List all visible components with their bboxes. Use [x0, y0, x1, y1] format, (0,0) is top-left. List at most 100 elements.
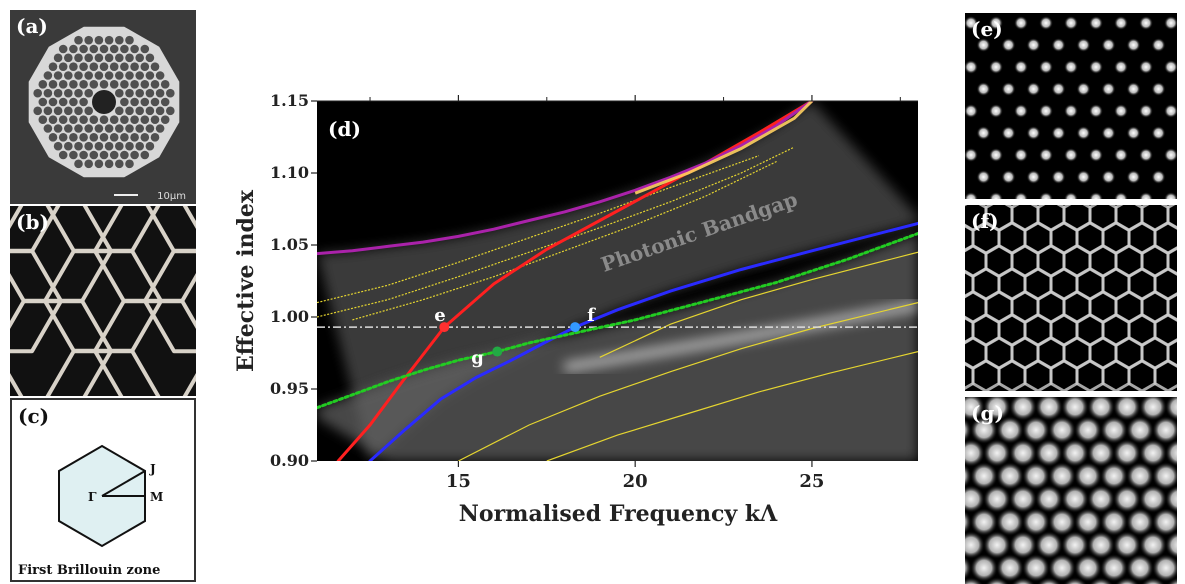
mode-ring-cell — [1166, 205, 1177, 230]
mode-ring-cell — [1153, 359, 1177, 391]
mode-spot — [1139, 485, 1167, 513]
air-hole — [109, 80, 119, 89]
panel-b-cladding-image: (b) — [10, 206, 196, 396]
mode-spot — [1062, 577, 1088, 584]
brillouin-caption: First Brillouin zone — [18, 563, 160, 578]
mode-spot — [1152, 416, 1177, 444]
air-hole — [79, 80, 88, 89]
y-tick-label: 1.10 — [270, 163, 309, 182]
air-hole — [74, 106, 83, 116]
mode-spot — [1114, 16, 1128, 30]
air-hole — [58, 97, 68, 107]
strut-cell — [10, 298, 113, 396]
mode-spot — [1026, 126, 1041, 140]
air-hole — [140, 115, 150, 124]
yellow-mode-line — [317, 155, 760, 304]
air-hole — [69, 80, 78, 89]
mode-ring-cell — [997, 359, 1027, 391]
mode-spot — [1089, 104, 1103, 118]
mode-spot — [1114, 104, 1128, 118]
air-hole — [79, 115, 88, 124]
mode-spot — [1026, 82, 1041, 96]
air-hole — [84, 35, 93, 45]
air-hole — [135, 124, 144, 133]
mode-spot — [1001, 126, 1016, 140]
air-hole — [115, 71, 124, 80]
air-hole — [53, 53, 63, 63]
x-tick-label: 20 — [623, 471, 648, 492]
air-hole — [140, 80, 150, 89]
mode-spot — [989, 104, 1003, 118]
mode-spot — [1014, 16, 1028, 30]
series-line-3 — [317, 101, 814, 256]
air-hole — [33, 106, 42, 116]
air-hole — [145, 141, 155, 151]
mode-spot — [1089, 16, 1103, 30]
mode-field-f-image — [965, 205, 1177, 391]
mode-spot — [1087, 439, 1115, 467]
mode-spot — [989, 60, 1003, 74]
mode-spot — [1074, 554, 1102, 582]
air-hole — [109, 150, 119, 160]
mode-spot — [1114, 577, 1140, 584]
mode-spot — [1139, 439, 1167, 467]
air-hole — [135, 71, 144, 80]
air-hole — [160, 97, 170, 107]
mode-spot — [989, 148, 1003, 162]
panel-b-label: (b) — [16, 210, 49, 234]
air-hole — [74, 124, 83, 133]
mode-spot — [1076, 38, 1091, 52]
air-hole — [64, 124, 73, 133]
mode-spot — [965, 60, 978, 74]
mode-spot — [983, 531, 1011, 559]
air-hole — [79, 150, 88, 160]
air-hole — [94, 141, 104, 151]
mode-spot — [996, 508, 1024, 536]
hollow-core — [92, 90, 116, 114]
mode-spot — [1176, 130, 1177, 136]
mode-point-e — [439, 322, 450, 333]
mode-spot — [1087, 485, 1115, 513]
air-hole — [69, 115, 78, 124]
air-hole — [125, 124, 134, 133]
air-hole — [94, 159, 104, 169]
panel-c-label: (c) — [18, 404, 50, 428]
air-hole — [89, 62, 99, 71]
mode-spot — [1140, 577, 1166, 584]
mode-ring-cell — [1049, 359, 1079, 391]
mode-spot — [1087, 397, 1115, 421]
air-hole — [79, 62, 88, 71]
mode-spot — [1014, 148, 1028, 162]
mode-spot — [965, 463, 972, 489]
mode-spot — [996, 462, 1024, 490]
mode-spot — [1026, 38, 1041, 52]
mode-spot — [965, 577, 984, 584]
mode-spot — [965, 42, 966, 48]
air-hole — [58, 150, 68, 160]
air-hole — [135, 53, 144, 63]
air-hole — [125, 88, 134, 98]
air-hole — [64, 106, 73, 116]
air-hole — [89, 133, 99, 142]
air-hole — [58, 80, 68, 89]
air-hole — [140, 62, 150, 71]
air-hole — [120, 97, 129, 107]
air-hole — [150, 115, 160, 124]
air-hole — [104, 35, 114, 45]
mode-spot — [1001, 82, 1016, 96]
air-hole — [84, 71, 93, 80]
mode-spot — [1126, 170, 1141, 184]
mode-spot — [1152, 554, 1177, 582]
air-hole — [115, 53, 124, 63]
mode-spot — [1164, 148, 1177, 162]
mode-spot — [1126, 462, 1154, 490]
mode-spot — [965, 509, 972, 535]
mode-spot — [1101, 170, 1116, 184]
air-hole — [74, 53, 83, 63]
x-axis-label: Normalised Frequency kΛ — [459, 501, 778, 527]
mode-spot — [1176, 86, 1177, 92]
air-hole — [145, 106, 155, 116]
air-hole — [150, 133, 160, 142]
y-tick-label: 1.00 — [270, 307, 309, 326]
air-hole — [104, 53, 114, 63]
